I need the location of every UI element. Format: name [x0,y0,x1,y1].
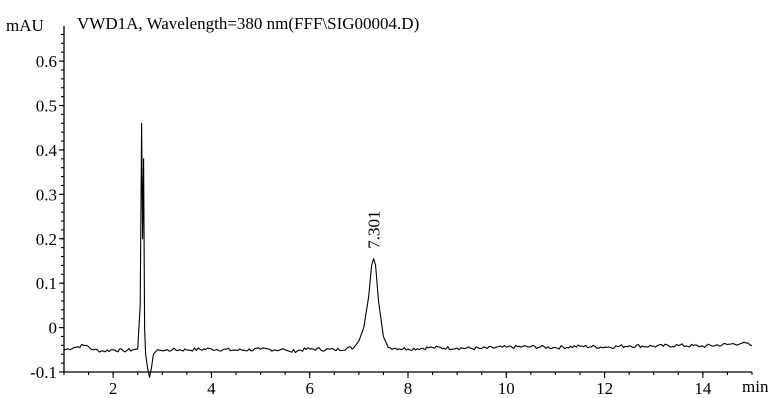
x-tick-label: 6 [305,379,314,398]
x-tick-label: 2 [109,379,118,398]
y-tick-label: 0.5 [36,97,57,116]
y-axis-label: mAU [6,16,44,35]
x-tick-label: 10 [498,379,515,398]
y-tick-label: 0.6 [36,52,57,71]
x-tick-label: 4 [207,379,216,398]
y-tick-label: 0.1 [36,274,57,293]
peak-label: 7.301 [365,210,384,248]
x-tick-label: 8 [404,379,413,398]
y-tick-label: 0.2 [36,230,57,249]
y-tick-label: 0.4 [36,141,58,160]
y-tick-label: 0.3 [36,185,57,204]
signal-trace [63,122,753,378]
y-ticks: -0.1 0 0.1 0.2 0.3 0.4 0.5 0.6 [30,33,64,382]
y-tick-label: 0 [49,319,58,338]
x-axis-label: min [742,377,769,396]
peak-annotations: 7.301 [365,210,384,248]
x-tick-label: 14 [694,379,712,398]
axes [63,26,752,373]
y-tick-label: -0.1 [30,363,57,382]
x-ticks: 2 4 6 8 10 12 14 [63,372,753,398]
x-tick-label: 12 [596,379,613,398]
chart-title: VWD1A, Wavelength=380 nm(FFF\SIG00004.D) [77,14,419,33]
